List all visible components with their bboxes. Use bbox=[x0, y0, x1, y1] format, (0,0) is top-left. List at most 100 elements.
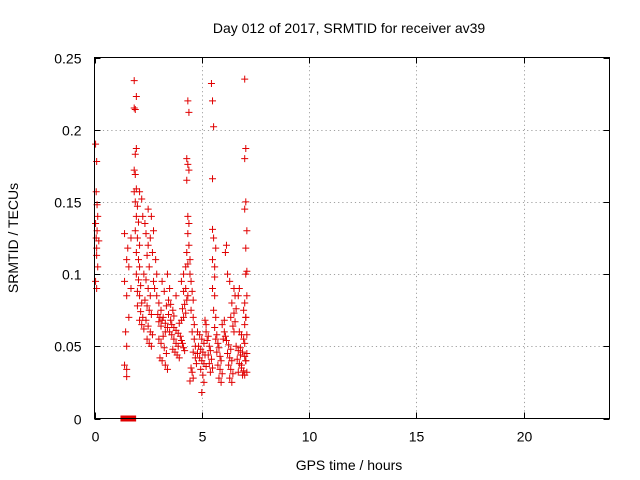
data-point bbox=[226, 374, 234, 382]
data-point bbox=[165, 311, 173, 319]
data-point bbox=[132, 92, 140, 100]
data-point bbox=[92, 188, 100, 196]
data-point bbox=[183, 176, 191, 184]
data-point bbox=[151, 285, 159, 293]
data-point bbox=[152, 256, 160, 264]
data-point bbox=[230, 309, 238, 317]
y-tick-label: 0.05 bbox=[54, 339, 81, 355]
data-point bbox=[241, 299, 249, 307]
data-point bbox=[155, 318, 163, 326]
data-point bbox=[144, 322, 152, 330]
data-point bbox=[158, 357, 166, 365]
data-point bbox=[180, 344, 188, 352]
data-point bbox=[139, 313, 147, 321]
data-point bbox=[160, 287, 168, 295]
data-point bbox=[224, 270, 232, 278]
data-point bbox=[228, 357, 236, 365]
data-point bbox=[153, 270, 161, 278]
data-point bbox=[222, 241, 230, 249]
data-point bbox=[136, 241, 144, 249]
data-point bbox=[207, 355, 215, 363]
data-point bbox=[215, 344, 223, 352]
data-point bbox=[132, 144, 140, 152]
data-point bbox=[176, 332, 184, 340]
data-point bbox=[163, 324, 171, 332]
data-point bbox=[182, 309, 190, 317]
data-point bbox=[185, 166, 193, 174]
data-point bbox=[231, 318, 239, 326]
data-point bbox=[94, 263, 102, 271]
data-point bbox=[133, 287, 141, 295]
data-point bbox=[241, 75, 249, 83]
plot-frame bbox=[94, 57, 610, 419]
y-tick-labels: 0 0.05 0.1 0.15 0.2 0.25 bbox=[54, 51, 81, 428]
data-point bbox=[211, 273, 219, 281]
data-point bbox=[207, 79, 215, 87]
data-point bbox=[147, 342, 155, 350]
data-point bbox=[170, 335, 178, 343]
data-point bbox=[144, 241, 152, 249]
data-point bbox=[234, 292, 242, 300]
data-point bbox=[170, 312, 178, 320]
data-point bbox=[142, 276, 150, 284]
data-point bbox=[217, 357, 225, 365]
data-point bbox=[198, 335, 206, 343]
data-point bbox=[205, 342, 213, 350]
data-point bbox=[138, 321, 146, 329]
data-point bbox=[194, 350, 201, 358]
data-point bbox=[145, 263, 153, 271]
data-point bbox=[137, 308, 145, 316]
data-point bbox=[211, 324, 219, 332]
data-point bbox=[212, 313, 220, 321]
data-point bbox=[186, 256, 194, 264]
data-point bbox=[186, 377, 194, 385]
data-point bbox=[136, 188, 144, 196]
data-point bbox=[243, 350, 251, 358]
data-point bbox=[198, 389, 206, 397]
data-point bbox=[240, 367, 248, 375]
data-point bbox=[132, 248, 140, 256]
data-point bbox=[184, 97, 192, 105]
data-point bbox=[144, 285, 152, 293]
data-point bbox=[134, 276, 142, 284]
data-point bbox=[205, 360, 213, 368]
data-point bbox=[209, 175, 217, 183]
data-point bbox=[178, 305, 186, 313]
data-point bbox=[225, 361, 233, 369]
data-point bbox=[162, 302, 170, 310]
data-point bbox=[95, 237, 103, 245]
data-point bbox=[157, 322, 165, 330]
data-point bbox=[232, 305, 240, 313]
data-point bbox=[202, 321, 210, 329]
x-axis-label: GPS time / hours bbox=[296, 457, 403, 473]
y-tick-label: 0.25 bbox=[54, 51, 81, 67]
data-point bbox=[218, 321, 226, 329]
data-point bbox=[212, 244, 220, 252]
data-point bbox=[228, 299, 236, 307]
data-point bbox=[123, 256, 131, 264]
data-point bbox=[196, 331, 204, 339]
data-point bbox=[181, 300, 189, 308]
data-point bbox=[242, 313, 250, 321]
data-point bbox=[132, 212, 140, 220]
data-point bbox=[123, 292, 131, 300]
data-point bbox=[212, 335, 220, 343]
data-point bbox=[177, 337, 185, 345]
data-point bbox=[243, 227, 251, 235]
data-point bbox=[189, 348, 197, 356]
data-point bbox=[125, 313, 133, 321]
data-point bbox=[190, 335, 198, 343]
data-point bbox=[240, 306, 248, 314]
data-point bbox=[92, 220, 100, 228]
data-point bbox=[131, 198, 139, 206]
data-point bbox=[127, 285, 135, 293]
data-point bbox=[138, 195, 146, 203]
y-axis-label: SRMTID / TECUs bbox=[5, 183, 21, 293]
data-point bbox=[121, 361, 129, 369]
data-point bbox=[241, 371, 249, 379]
grid-lines bbox=[94, 57, 610, 419]
data-point bbox=[242, 270, 250, 278]
data-point bbox=[168, 331, 176, 339]
data-point bbox=[210, 123, 218, 131]
